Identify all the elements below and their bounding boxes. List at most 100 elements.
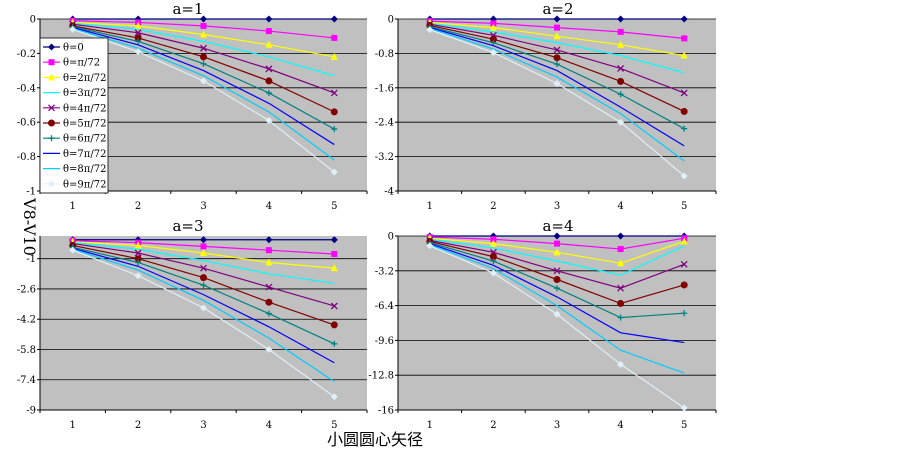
data-point (69, 246, 77, 254)
legend-label: θ=6π/72 (63, 134, 106, 145)
y-tick-label: -0.2 (17, 49, 36, 60)
data-point (134, 272, 142, 280)
legend-item: θ=6π/72 (43, 134, 106, 145)
legend-marker (48, 59, 55, 66)
data-point (680, 404, 688, 412)
data-point (426, 26, 434, 34)
data-point (265, 65, 273, 73)
data-point (680, 107, 688, 115)
data-point (330, 236, 338, 244)
x-tick-label: 2 (135, 420, 141, 431)
data-point (134, 29, 142, 37)
data-point (553, 276, 561, 283)
data-point (265, 15, 273, 23)
data-point (200, 15, 207, 23)
series-7 (429, 243, 685, 344)
data-point (489, 49, 497, 57)
data-point (681, 310, 688, 317)
data-point (553, 267, 561, 275)
legend-marker (48, 180, 55, 188)
data-point (200, 77, 207, 85)
data-point (680, 89, 688, 97)
plot-area (398, 236, 716, 410)
data-point (489, 253, 497, 261)
legend-label: θ=8π/72 (63, 164, 106, 175)
data-point (331, 34, 338, 41)
legend-label: θ=7π/72 (63, 149, 106, 160)
data-point (617, 40, 625, 48)
data-point (265, 89, 272, 96)
x-tick-label: 3 (554, 420, 560, 431)
series-9 (69, 25, 338, 176)
series-line (429, 22, 685, 74)
data-point (200, 53, 207, 61)
data-point (617, 360, 625, 368)
data-point (200, 249, 207, 257)
y-tick-label: -1 (26, 254, 36, 265)
x-tick-label: 5 (331, 201, 337, 212)
legend-item: θ=π/72 (43, 58, 100, 69)
data-point (265, 247, 272, 254)
legend-item: θ=4π/72 (43, 103, 106, 114)
chart-panel-2: 0 -0.8 -1.6 -2.4 -3.2 -4 1 2 3 4 5 a=2 (375, 0, 717, 212)
data-point (553, 248, 561, 256)
legend-label: θ=2π/72 (63, 73, 106, 84)
series-8 (72, 248, 335, 383)
data-point (617, 284, 625, 292)
data-point (617, 232, 625, 240)
data-point (265, 116, 273, 124)
y-tick-label: 0 (388, 15, 394, 26)
data-point (69, 25, 77, 33)
y-tick-label: -12.8 (368, 371, 394, 382)
series-line (72, 247, 335, 364)
y-tick-label: -6.4 (375, 301, 394, 312)
data-point (135, 38, 142, 45)
data-point (490, 258, 497, 265)
series-line (72, 242, 335, 284)
data-point (200, 274, 207, 282)
x-tick-label: 5 (331, 420, 337, 431)
data-point (617, 259, 625, 267)
data-point (330, 52, 338, 60)
y-tick-label: -9 (26, 406, 36, 417)
legend-item: θ=5π/72 (43, 119, 106, 130)
series-9 (69, 246, 338, 401)
data-point (490, 39, 497, 46)
y-tick-label: -3.2 (375, 266, 394, 277)
data-point (617, 91, 624, 98)
data-point (554, 61, 560, 68)
series-8 (429, 244, 685, 374)
y-tick-label: -1.6 (375, 83, 394, 94)
data-point (489, 23, 497, 31)
x-tick-label: 1 (70, 420, 76, 431)
chart-title: a=2 (542, 0, 573, 18)
legend-item: θ=9π/72 (43, 179, 106, 190)
data-point (617, 314, 624, 321)
series-7 (72, 27, 335, 146)
data-point (330, 321, 338, 329)
series-line (72, 27, 335, 161)
data-point (553, 15, 561, 23)
legend-label: θ=4π/72 (63, 103, 106, 114)
data-point (617, 64, 625, 72)
x-tick-label: 2 (490, 201, 496, 212)
data-point (265, 345, 273, 353)
data-point (265, 236, 273, 244)
x-tick-label: 1 (70, 201, 76, 212)
legend-marker (48, 73, 55, 81)
series-line (72, 27, 335, 146)
data-point (134, 255, 142, 263)
data-point (554, 24, 560, 31)
legend-marker (48, 43, 55, 51)
x-tick-label: 5 (681, 201, 687, 212)
data-point (681, 35, 688, 42)
series-0 (426, 232, 688, 240)
y-tick-label: 0 (388, 232, 394, 243)
y-tick-label: -0.8 (17, 152, 36, 163)
data-point (680, 281, 688, 289)
data-point (330, 302, 338, 310)
data-point (135, 259, 142, 266)
legend-marker (48, 104, 55, 112)
legend: θ=0 θ=π/72 θ=2π/72 θ=3π/72 θ=4π/72 θ=5π/72 θ=6… (39, 37, 109, 194)
y-tick-label: -0.8 (375, 49, 394, 60)
